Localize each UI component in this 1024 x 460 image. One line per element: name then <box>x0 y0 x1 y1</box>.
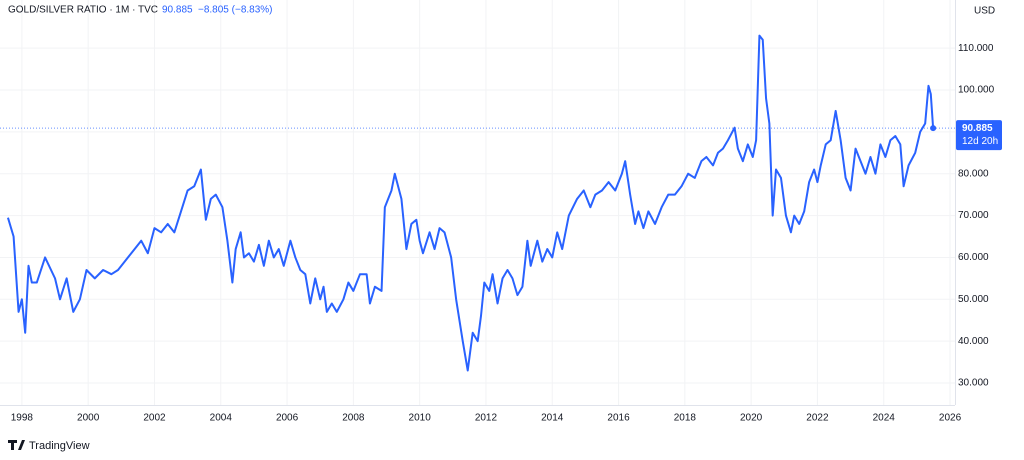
y-tick-label: 30.000 <box>958 378 989 389</box>
x-tick-label: 2008 <box>342 413 365 424</box>
x-tick-label: 2004 <box>210 413 233 424</box>
y-tick-label: 40.000 <box>958 336 989 347</box>
x-tick-label: 2006 <box>276 413 299 424</box>
price-tag-countdown: 12d 20h <box>962 136 998 147</box>
x-tick-label: 2024 <box>873 413 896 424</box>
x-tick-label: 2026 <box>939 413 962 424</box>
x-tick-label: 2020 <box>740 413 763 424</box>
chart-title: GOLD/SILVER RATIO · 1M · TVC <box>8 5 158 16</box>
y-tick-label: 60.000 <box>958 252 989 263</box>
brand: TradingView <box>29 440 90 452</box>
header-price: 90.885 <box>162 5 193 16</box>
x-tick-label: 2014 <box>541 413 564 424</box>
x-tick-label: 2016 <box>607 413 630 424</box>
x-tick-label: 2002 <box>143 413 166 424</box>
y-tick-label: 80.000 <box>958 168 989 179</box>
currency: USD <box>974 6 995 17</box>
plot <box>0 34 955 372</box>
y-tick-label: 50.000 <box>958 294 989 305</box>
brand-logo: TradingView <box>8 440 90 452</box>
header-change: −8.805 (−8.83%) <box>198 5 273 16</box>
x-tick-label: 2000 <box>77 413 100 424</box>
x-tick-label: 1998 <box>11 413 34 424</box>
y-tick-label: 110.000 <box>958 43 994 54</box>
y-tick-label: 100.000 <box>958 85 995 96</box>
y-tick-label: 70.000 <box>958 210 989 221</box>
axes: 30.00040.00050.00060.00070.00080.00090.0… <box>11 43 1002 424</box>
price-tag-value: 90.885 <box>962 123 993 134</box>
x-tick-label: 2010 <box>409 413 432 424</box>
last-point <box>930 125 937 132</box>
price-line <box>7 34 935 372</box>
price-tag <box>956 120 1002 151</box>
x-tick-label: 2012 <box>475 413 498 424</box>
x-tick-label: 2018 <box>674 413 697 424</box>
x-tick-label: 2022 <box>806 413 829 424</box>
